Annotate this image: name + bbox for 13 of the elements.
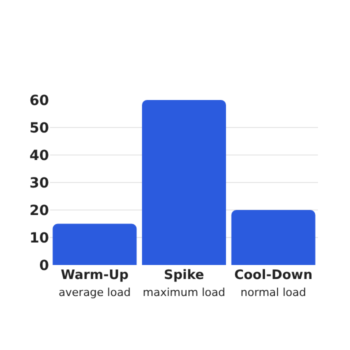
x-tick-label: Cool-Down normal load — [234, 268, 312, 299]
y-tick-label: 0 — [39, 258, 50, 274]
y-tick-label: 40 — [30, 148, 50, 164]
y-tick-label: 60 — [30, 92, 50, 109]
y-tick-label: 10 — [30, 230, 50, 246]
y-tick-label: 50 — [30, 120, 50, 136]
bar — [142, 100, 226, 265]
y-tick-label: 20 — [30, 202, 50, 219]
y-tick-label: 30 — [30, 175, 50, 192]
x-tick-label: Warm-Up average load — [58, 268, 131, 299]
x-tick-label: Spike maximum load — [142, 268, 226, 299]
bar — [231, 210, 316, 265]
bar — [52, 224, 137, 265]
